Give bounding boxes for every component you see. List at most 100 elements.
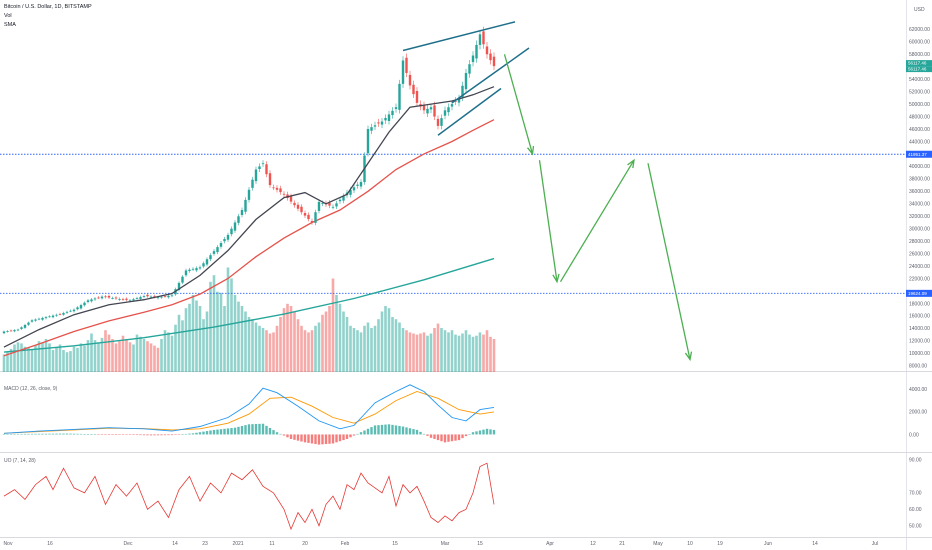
volume-bar xyxy=(27,347,30,372)
candle-body xyxy=(265,164,268,175)
volume-bar xyxy=(251,319,254,372)
macd-histogram-bar xyxy=(170,434,174,436)
candle-body xyxy=(69,310,72,312)
volume-bar xyxy=(405,330,408,372)
macd-histogram-bar xyxy=(6,433,9,435)
candle-body xyxy=(233,222,237,231)
volume-bar xyxy=(429,333,433,372)
price-tick-label: 54000.00 xyxy=(909,77,930,83)
macd-histogram-bar xyxy=(422,433,426,435)
macd-histogram-bar xyxy=(27,433,30,435)
volume-bar xyxy=(307,332,310,372)
candle-body xyxy=(107,295,111,298)
macd-histogram-bar xyxy=(174,434,177,435)
volume-bar xyxy=(181,320,184,372)
price-tick-label: 44000.00 xyxy=(909,139,930,145)
macd-histogram-bar xyxy=(139,434,142,436)
macd-histogram-bar xyxy=(83,434,86,435)
vol-label: Vol xyxy=(4,13,12,19)
candle-body xyxy=(331,206,335,208)
volume-bar xyxy=(447,332,450,372)
candle-body xyxy=(478,34,482,45)
volume-bar xyxy=(209,281,212,372)
volume-bar xyxy=(37,341,41,372)
macd-histogram-bar xyxy=(412,429,415,435)
uo-pane-label: UO (7, 14, 28) xyxy=(4,458,36,464)
level-badge xyxy=(906,150,932,158)
volume-bar xyxy=(13,344,16,372)
candle-body xyxy=(244,199,247,212)
macd-histogram-bar xyxy=(464,434,468,437)
candle-body xyxy=(111,298,114,299)
macd-histogram-bar xyxy=(2,434,6,435)
time-tick-label: 10 xyxy=(687,541,693,547)
volume-bar xyxy=(48,343,51,372)
macd-histogram-bar xyxy=(366,428,370,435)
macd-histogram-bar xyxy=(195,432,198,435)
time-tick-label: 16 xyxy=(47,541,53,547)
macd-histogram-bar xyxy=(69,433,72,435)
candle-body xyxy=(391,110,394,115)
macd-histogram-bar xyxy=(93,434,97,435)
candle-body xyxy=(387,114,391,121)
macd-histogram-bar xyxy=(62,433,65,435)
candle-body xyxy=(272,187,275,189)
price-tick-label: 16000.00 xyxy=(909,314,930,320)
candle-body xyxy=(335,203,338,207)
volume-bar xyxy=(237,301,240,372)
macd-histogram-bar xyxy=(13,433,16,435)
macd-histogram-bar xyxy=(51,433,55,435)
macd-histogram-bar xyxy=(156,434,160,436)
macd-histogram-bar xyxy=(317,434,321,445)
macd-histogram-bar xyxy=(391,424,394,435)
candle-body xyxy=(447,107,450,113)
candle-body xyxy=(303,212,307,216)
candle-body xyxy=(429,107,433,110)
candle-body xyxy=(118,298,121,300)
volume-bar xyxy=(167,332,170,372)
projection-arrow xyxy=(538,160,558,282)
volume-bar xyxy=(314,325,317,372)
volume-bar xyxy=(223,306,226,372)
volume-bar xyxy=(331,278,335,372)
volume-bar xyxy=(160,339,163,372)
macd-histogram-bar xyxy=(457,434,461,441)
projection-arrow-head xyxy=(627,158,635,169)
volume-bar xyxy=(412,333,415,372)
macd-histogram-bar xyxy=(447,434,450,442)
candle-body xyxy=(97,297,100,299)
candle-body xyxy=(282,193,286,195)
macd-histogram-bar xyxy=(104,434,107,435)
macd-histogram-bar xyxy=(342,434,345,441)
volume-bar xyxy=(464,330,468,372)
candle-body xyxy=(422,105,426,111)
macd-histogram-bar xyxy=(468,434,471,435)
price-tick-label: 22000.00 xyxy=(909,276,930,282)
macd-histogram-bar xyxy=(265,425,268,435)
price-tick-label: 26000.00 xyxy=(909,251,930,257)
macd-histogram-bar xyxy=(97,434,100,435)
volume-bar xyxy=(300,325,303,372)
macd-histogram-bar xyxy=(48,433,51,435)
candle-body xyxy=(317,201,321,211)
candle-body xyxy=(76,307,79,310)
candle-body xyxy=(384,117,387,121)
macd-histogram-bar xyxy=(450,434,454,442)
candle-body xyxy=(380,121,384,125)
volume-bar xyxy=(83,345,86,372)
candle-body xyxy=(188,269,191,272)
volume-bar xyxy=(345,317,349,372)
price-tick-label: 24000.00 xyxy=(909,264,930,270)
candle-body xyxy=(328,202,331,206)
macd-histogram-bar xyxy=(244,425,247,435)
volume-bar xyxy=(387,308,391,372)
candle-body xyxy=(226,234,230,240)
price-tick-label: 60000.00 xyxy=(909,40,930,46)
currency-label: USD xyxy=(914,7,925,13)
macd-histogram-bar xyxy=(135,434,139,436)
volume-bar xyxy=(184,308,188,372)
macd-histogram-bar xyxy=(461,434,464,439)
volume-bar xyxy=(317,322,321,372)
macd-histogram-bar xyxy=(209,430,212,435)
